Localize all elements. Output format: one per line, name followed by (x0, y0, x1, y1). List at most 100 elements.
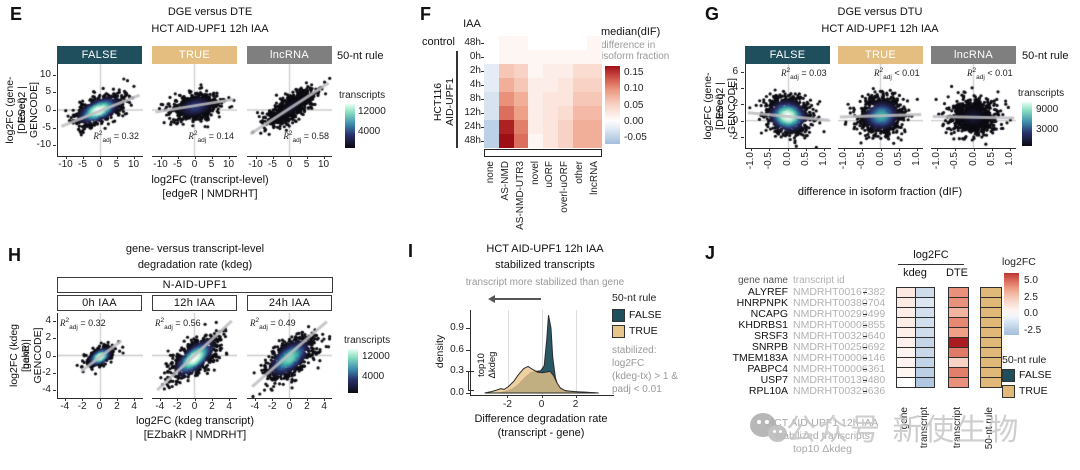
tick-mark (824, 148, 826, 151)
tick-mark (272, 156, 274, 159)
tick-mark (466, 371, 470, 373)
x-tick-label: -2 (172, 401, 182, 412)
tick-mark (177, 156, 179, 159)
x-tick-label: 10 (317, 159, 330, 170)
heatmap-cell (528, 134, 543, 148)
x-tick-label: 10 (127, 159, 140, 170)
legend-title: transcripts (344, 335, 391, 346)
legend-swatch (612, 325, 625, 338)
r2-label: R2adj = 0.49 (250, 317, 296, 331)
tick-mark (306, 398, 308, 401)
legend-label: TRUE (1019, 385, 1048, 397)
tick-mark (805, 148, 807, 151)
x-tick-label: 10 (222, 159, 235, 170)
legend-label: FALSE (1019, 369, 1052, 381)
transcript-id: NMDRHT00006146 (793, 352, 886, 364)
x-tick-label: -10 (153, 159, 168, 170)
col-label: other (573, 161, 585, 184)
legend-title: log2FC (1002, 256, 1036, 268)
heatmap-cell (528, 64, 543, 78)
heatmap-cell (572, 134, 588, 148)
x-tick-label: 1.0 (911, 152, 923, 166)
heatmap-cell (572, 36, 588, 50)
tick-mark (82, 156, 84, 159)
x-axis-label: difference in isoform fraction (dIF) (797, 186, 963, 198)
y-tick-label: 4 (45, 314, 51, 326)
y-tick-label: 6 (732, 66, 738, 78)
transcript-id: NMDRHT00329640 (793, 330, 886, 342)
heatmap-cell (557, 64, 573, 78)
facet-strip: lncRNA (931, 46, 1016, 64)
legend-value-low: 3000 (1036, 124, 1059, 135)
x-axis-label: log2FC (transcript-level) (151, 174, 269, 186)
heatmap-cell (572, 78, 588, 92)
heatmap-cell (484, 78, 499, 92)
tick-mark (65, 156, 67, 159)
tick-mark (541, 395, 543, 398)
heatmap-cell (513, 106, 529, 120)
heatmap-cell (484, 92, 499, 106)
facet-strip: 0h IAA (57, 295, 142, 311)
tick-mark (53, 145, 56, 147)
x-tick-label: 0 (96, 401, 103, 412)
tick-mark (741, 136, 744, 138)
heatmap-cell (587, 106, 602, 120)
transcript-id-header: transcript id (793, 275, 845, 286)
row-label: 12h (464, 107, 481, 118)
tick-mark (228, 156, 230, 159)
heatmap-cell (543, 36, 558, 50)
heatmap-cell (484, 106, 499, 120)
transcript-id: NMDRHT00250692 (793, 341, 886, 353)
heatmap-column-kdeg_gene (896, 287, 916, 388)
row-label: 2h (469, 65, 481, 76)
scatter-plot (247, 64, 332, 157)
gene-name: USP7 (760, 374, 788, 386)
heatmap-cell (543, 92, 558, 106)
tick-mark (99, 398, 101, 401)
gene-name: ALYREF (747, 286, 788, 298)
x-tick-label: 4 (226, 401, 232, 412)
group-header-underline (898, 264, 964, 266)
legend-value-low: 4000 (362, 371, 385, 382)
panel-title: degradation rate (kdeg) (137, 259, 253, 271)
tick-mark (177, 398, 179, 401)
x-tick-label: 0.5 (892, 152, 904, 166)
tick-mark (863, 325, 867, 326)
facet-strip: TRUE (152, 46, 237, 64)
y-tick-label: 0.6 (450, 343, 464, 355)
transcript-id: NMDRHT00380704 (793, 297, 886, 309)
note-line: log2FC (612, 358, 645, 369)
heatmap-cell (572, 64, 588, 78)
legend-label: TRUE (629, 325, 658, 337)
legend-tick-label: 0.15 (624, 67, 644, 78)
x-tick-label: 0.5 (799, 152, 811, 166)
gene-name: NCAPG (750, 308, 788, 320)
heatmap-cell (557, 92, 573, 106)
tick-mark (863, 292, 867, 293)
x-tick-label: -1.0 (930, 152, 942, 170)
gene-name: RPL10A (748, 385, 788, 397)
heatmap-cell (557, 120, 573, 134)
x-tick-label: -5 (268, 159, 277, 170)
legend-title: 50-nt rule (1002, 354, 1047, 366)
tick-mark (863, 336, 867, 337)
x-tick-label: 0 (286, 159, 293, 170)
note-line: (kdeg-tx) > 1 & (612, 371, 678, 382)
tick-mark (481, 141, 484, 142)
tick-mark (481, 57, 484, 58)
heatmap-cell (980, 377, 1002, 388)
tick-mark (863, 380, 867, 381)
legend-tick-label: 0.00 (624, 115, 644, 127)
x-tick-label: 1.0 (818, 152, 830, 166)
facet-strip: FALSE (57, 46, 142, 64)
panel-subtitle: HCT AID-UPF1 12h IAA (821, 23, 939, 35)
x-axis-label: log2FC (kdeg transcript) (136, 415, 254, 427)
panel-letter-G: G (705, 4, 720, 24)
x-tick-label: -4 (250, 401, 260, 412)
x-tick-label: -0.5 (949, 152, 961, 170)
tick-mark (160, 156, 162, 159)
wechat-icon (750, 411, 790, 451)
heatmap-cell (587, 134, 602, 148)
heatmap-cell (948, 377, 969, 388)
legend-gradient-bar (605, 66, 620, 144)
